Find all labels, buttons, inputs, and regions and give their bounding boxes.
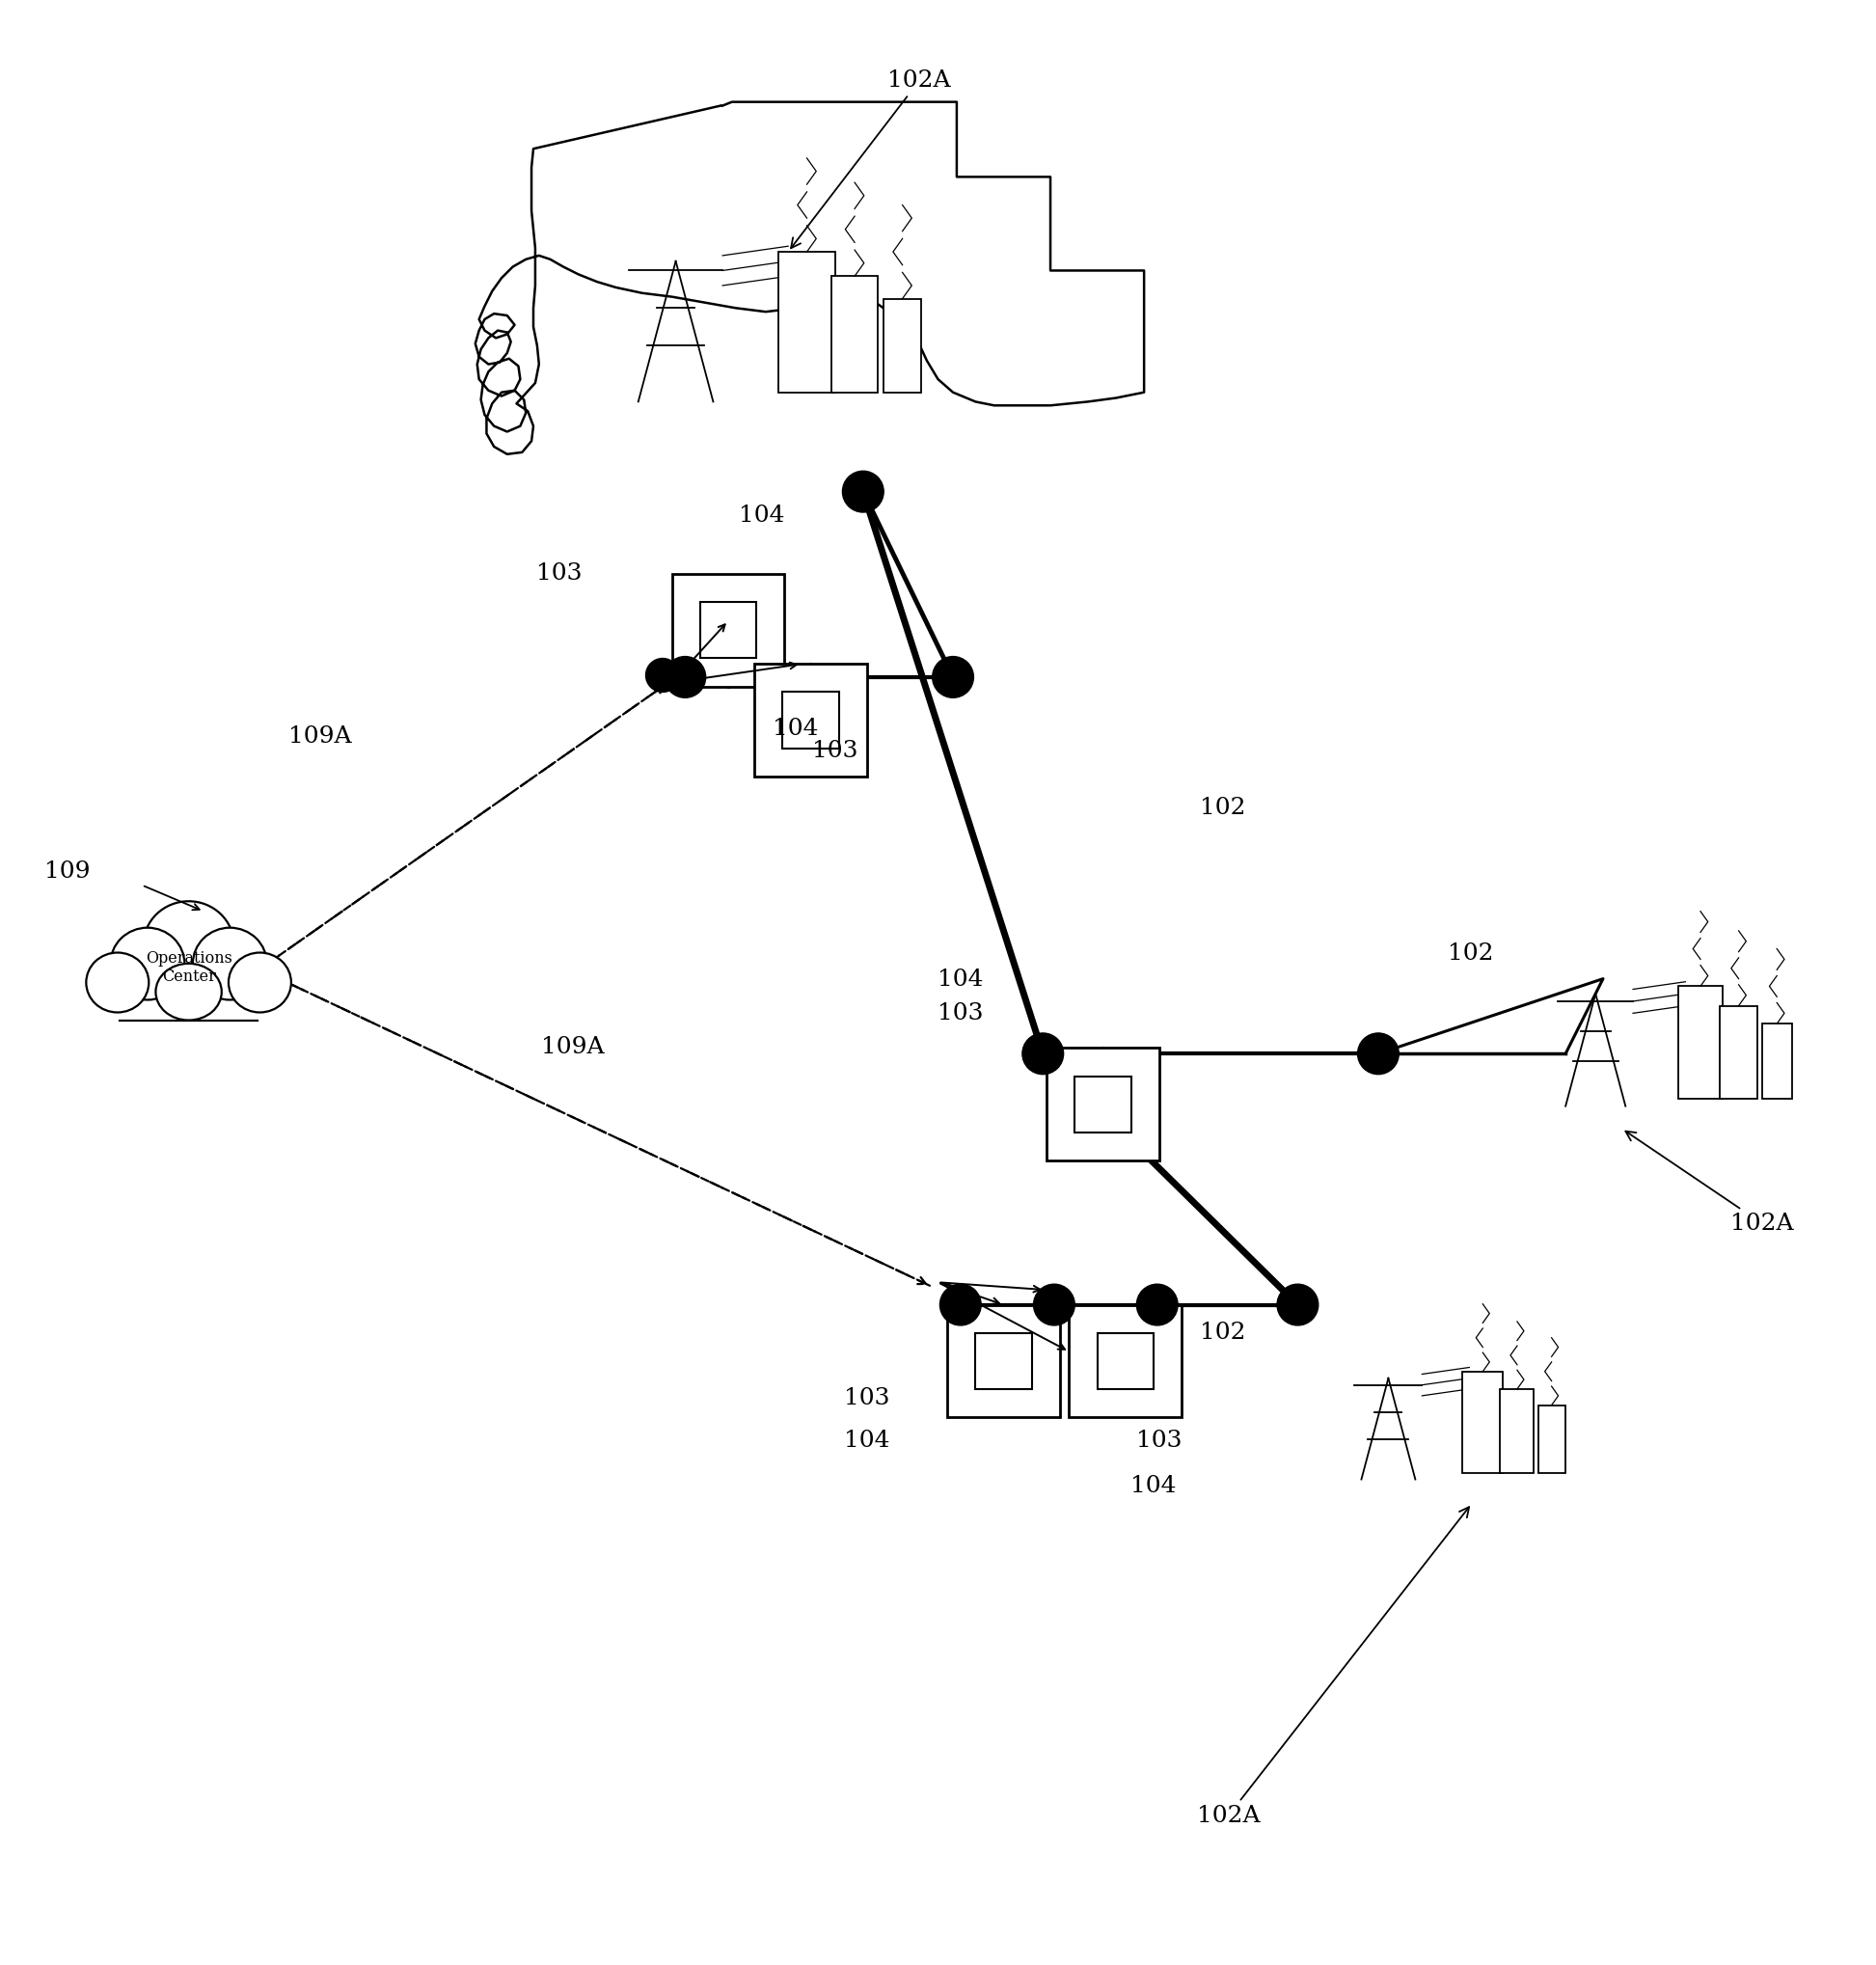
Bar [754,664,867,776]
Bar [1677,986,1722,1098]
Text: 103: 103 [938,1002,983,1026]
Text: 104: 104 [844,1431,889,1452]
Bar [1069,1305,1182,1417]
Text: 104: 104 [1131,1476,1176,1497]
Text: 102A: 102A [792,69,951,248]
Text: 104: 104 [773,717,818,741]
Text: Operations
Center: Operations Center [144,949,233,984]
Bar [1762,1024,1792,1098]
Circle shape [940,1285,981,1324]
Ellipse shape [111,927,184,1000]
Text: 103: 103 [1137,1431,1182,1452]
Text: 102A: 102A [1197,1507,1469,1827]
Circle shape [1358,1034,1399,1075]
Ellipse shape [143,902,234,988]
Text: 109: 109 [43,861,90,882]
Circle shape [1137,1285,1178,1324]
Bar [700,601,756,658]
Bar [831,277,878,393]
Text: 102: 102 [1448,943,1493,965]
Bar [884,299,921,393]
Ellipse shape [229,953,291,1012]
Circle shape [932,656,974,698]
Text: 109A: 109A [540,1036,604,1059]
Bar [782,692,839,749]
Circle shape [1034,1285,1075,1324]
Text: 102: 102 [1201,1320,1246,1344]
Text: 103: 103 [812,741,857,762]
Bar [779,252,835,393]
Circle shape [1278,1285,1319,1324]
Bar [1538,1405,1565,1472]
Bar [976,1332,1032,1389]
Circle shape [664,656,705,698]
Text: 102A: 102A [1626,1132,1793,1234]
Text: 109A: 109A [289,725,351,747]
Text: 103: 103 [537,562,582,584]
Circle shape [842,472,884,513]
Bar [1463,1372,1503,1472]
Ellipse shape [101,910,276,1018]
Text: 104: 104 [739,505,784,527]
Bar [1097,1332,1154,1389]
Bar [1047,1047,1159,1161]
Bar [1501,1389,1535,1472]
Ellipse shape [193,927,266,1000]
Text: 102: 102 [1201,796,1246,819]
Circle shape [645,658,679,692]
Bar [1720,1006,1758,1098]
Bar [947,1305,1060,1417]
Ellipse shape [156,963,221,1020]
Bar [672,574,784,686]
Text: 104: 104 [938,969,983,990]
Bar [1075,1077,1131,1132]
Text: 103: 103 [844,1387,889,1409]
Circle shape [1022,1034,1064,1075]
Ellipse shape [86,953,148,1012]
